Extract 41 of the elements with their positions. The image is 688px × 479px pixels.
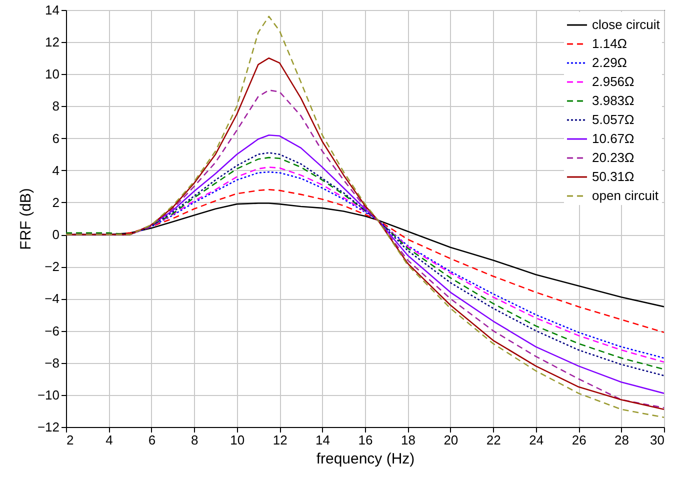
y-tick-label: 8: [52, 98, 60, 114]
y-tick-label: −2: [44, 259, 60, 274]
x-tick-label: 16: [358, 432, 373, 448]
y-tick-label: −12: [37, 420, 60, 434]
x-tick-label: 12: [272, 432, 288, 448]
y-tick-label: 0: [52, 227, 60, 242]
legend-label: 2.956Ω: [592, 74, 635, 89]
y-tick-label: −10: [37, 387, 60, 402]
legend-label: 5.057Ω: [592, 112, 635, 127]
y-tick-label: 6: [52, 130, 60, 146]
legend-label: 20.23Ω: [592, 150, 635, 165]
legend-label: 2.29Ω: [592, 55, 628, 70]
legend-label: close circuit: [592, 17, 660, 32]
x-tick-label: 14: [316, 432, 330, 448]
y-tick-label: 14: [45, 2, 60, 18]
x-tick-label: 20: [444, 432, 458, 448]
legend-label: 1.14Ω: [592, 36, 628, 51]
x-tick-label: 18: [400, 432, 416, 448]
x-tick-label: 6: [148, 432, 156, 448]
y-tick-label: 12: [45, 34, 60, 50]
x-tick-label: 22: [486, 432, 501, 448]
y-tick-label: −6: [44, 323, 60, 338]
x-tick-label: 28: [614, 432, 630, 448]
x-tick-label: 30: [650, 432, 664, 448]
x-tick-label: 24: [529, 432, 544, 448]
x-tick-label: 8: [191, 432, 198, 448]
y-axis-title: FRF (dB): [17, 188, 34, 250]
legend-label: 50.31Ω: [592, 169, 635, 184]
x-axis-title: frequency (Hz): [316, 450, 415, 468]
y-tick-label: −8: [44, 355, 60, 370]
x-tick-label: 26: [572, 432, 586, 448]
legend-label: 3.983Ω: [592, 93, 635, 108]
x-tick-label: 2: [66, 432, 74, 448]
y-tick-label: 4: [52, 162, 60, 178]
x-tick-label: 10: [230, 432, 245, 448]
x-tick-label: 4: [106, 432, 113, 448]
y-tick-label: 2: [52, 194, 60, 210]
legend-label: open circuit: [592, 188, 659, 203]
legend-label: 10.67Ω: [592, 131, 635, 146]
y-tick-label: −4: [44, 291, 60, 306]
y-tick-label: 10: [45, 66, 60, 82]
